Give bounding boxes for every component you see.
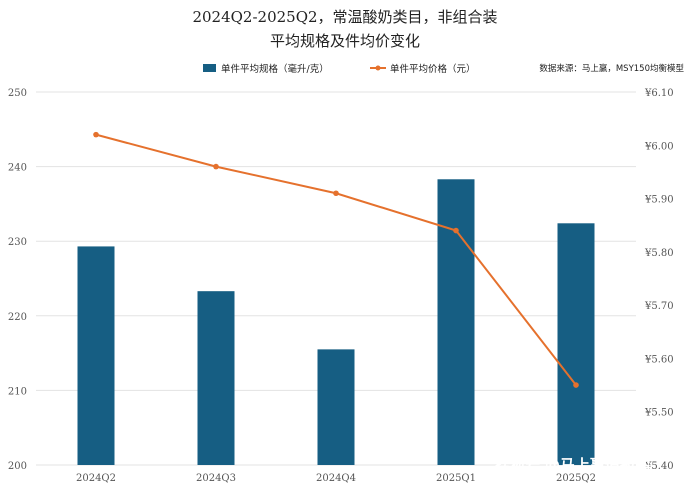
right-tick-label: ¥5.60 — [644, 354, 674, 365]
bar-2024Q4 — [317, 349, 355, 465]
bar-2024Q2 — [77, 246, 115, 465]
price-point-2024Q4 — [333, 190, 339, 197]
x-tick-label: 2025Q1 — [436, 473, 476, 484]
line-series — [93, 131, 579, 388]
price-point-2025Q1 — [453, 227, 459, 234]
left-tick-label: 250 — [8, 88, 27, 99]
x-tick-label: 2024Q3 — [196, 473, 236, 484]
x-axis-ticks: 2024Q2 2024Q3 2024Q4 2025Q1 2025Q2 — [76, 473, 596, 484]
legend-swatch-marker — [375, 65, 381, 71]
left-tick-label: 210 — [8, 386, 27, 397]
x-tick-label: 2024Q2 — [76, 473, 116, 484]
price-point-2024Q3 — [213, 163, 219, 170]
left-tick-label: 230 — [8, 237, 27, 248]
left-axis-ticks: 200 210 220 230 240 250 — [8, 88, 27, 472]
legend-swatch-bar — [203, 64, 216, 72]
right-tick-label: ¥5.40 — [644, 461, 674, 472]
legend-label-line: 单件平均价格（元） — [390, 63, 476, 75]
right-tick-label: ¥5.80 — [644, 248, 674, 259]
title-line: 平均规格及件均价变化 — [270, 32, 420, 50]
right-tick-label: ¥6.00 — [644, 141, 674, 152]
right-tick-label: ¥6.10 — [644, 88, 674, 99]
bar-2025Q1 — [437, 179, 475, 466]
left-tick-label: 200 — [8, 461, 27, 472]
bar-2025Q2 — [557, 223, 595, 465]
left-tick-label: 220 — [8, 312, 27, 323]
left-tick-label: 240 — [8, 163, 27, 174]
bar-2024Q3 — [197, 291, 235, 465]
x-tick-label: 2024Q4 — [316, 473, 356, 484]
x-tick-label: 2025Q2 — [556, 473, 596, 484]
data-source-note: 数据来源：马上赢，MSY150均衡模型 — [539, 63, 684, 74]
price-line — [95, 133, 577, 386]
right-tick-label: ¥5.90 — [644, 195, 674, 206]
right-tick-label: ¥5.50 — [644, 408, 674, 419]
right-tick-label: ¥5.70 — [644, 301, 674, 312]
title-line: 2024Q2-2025Q2，常温酸奶类目，非组合装 — [192, 8, 497, 26]
watermark: 搜狐号 @马上赢情报站 — [494, 456, 650, 474]
legend-label-bar: 单件平均规格（毫升/克） — [221, 63, 329, 75]
price-point-2024Q2 — [93, 131, 99, 138]
right-axis-ticks: ¥5.40 ¥5.50 ¥5.60 ¥5.70 ¥5.80 ¥5.90 ¥6.00 ¥6.10 — [644, 88, 674, 472]
watermark-logo: 搜狐号 — [494, 456, 541, 474]
legend: 单件平均规格（毫升/克） 单件平均价格（元） — [203, 63, 476, 75]
bar-series — [77, 179, 595, 466]
watermark-text: @马上赢情报站 — [545, 456, 650, 474]
price-point-2025Q2 — [573, 382, 579, 388]
